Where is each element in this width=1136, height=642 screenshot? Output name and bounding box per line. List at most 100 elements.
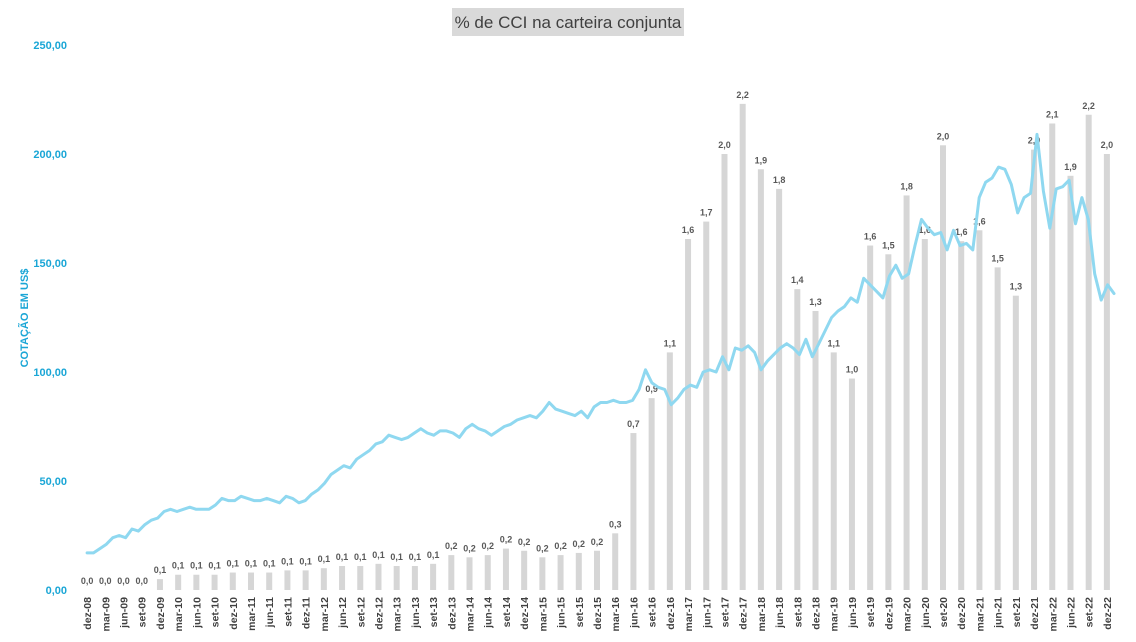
chart-title: % de CCI na carteira conjunta — [455, 13, 682, 32]
bar-data-label: 1,6 — [919, 225, 932, 235]
bar-data-label: 0,9 — [645, 384, 658, 394]
bar — [266, 572, 273, 590]
x-tick-label: dez-22 — [1102, 597, 1114, 630]
bar — [921, 239, 928, 590]
bar — [557, 555, 564, 590]
bar — [339, 566, 346, 590]
bar — [175, 574, 182, 590]
x-tick-label: jun-12 — [337, 597, 349, 629]
x-tick-label: jun-10 — [191, 597, 203, 629]
x-tick-label: jun-16 — [628, 597, 640, 629]
bar-data-label: 0,1 — [409, 552, 422, 562]
bar-data-label: 0,2 — [573, 539, 586, 549]
bar-data-label: 0,2 — [500, 535, 513, 545]
x-tick-label: mar-12 — [319, 597, 331, 632]
x-tick-label: jun-18 — [774, 597, 786, 629]
x-tick-label: mar-11 — [246, 597, 258, 631]
x-tick-label: dez-15 — [592, 597, 604, 630]
bar-data-label: 0,2 — [536, 543, 549, 553]
bar-data-label: 0,2 — [591, 537, 604, 547]
bar — [229, 572, 236, 590]
bar-data-label: 1,5 — [882, 240, 895, 250]
x-tick-label: mar-21 — [974, 597, 986, 632]
bar-data-label: 0,2 — [481, 541, 494, 551]
x-tick-label: set-18 — [792, 597, 804, 628]
bar — [721, 154, 728, 590]
bar-data-label: 1,6 — [682, 225, 695, 235]
x-tick-label: dez-21 — [1029, 597, 1041, 630]
bar — [1031, 149, 1038, 590]
bar — [885, 254, 892, 590]
y-tick-label: 0,00 — [46, 585, 67, 597]
x-tick-label: dez-13 — [446, 597, 458, 630]
bar — [193, 574, 200, 590]
x-tick-label: dez-12 — [373, 597, 385, 630]
bar-data-label: 1,8 — [900, 181, 913, 191]
bar-data-label: 0,1 — [190, 561, 203, 571]
bar — [248, 572, 254, 590]
x-tick-label: mar-10 — [173, 597, 185, 632]
x-tick-label: set-19 — [865, 597, 877, 628]
x-tick-label: set-17 — [719, 597, 731, 628]
x-tick-label: mar-13 — [392, 597, 404, 632]
x-tick-label: set-10 — [210, 597, 222, 628]
bar — [940, 145, 946, 590]
x-tick-label: mar-14 — [465, 597, 477, 632]
x-tick-label: dez-20 — [956, 597, 968, 630]
bar — [1085, 114, 1092, 590]
x-tick-label: dez-08 — [82, 597, 94, 630]
bar-data-label: 2,0 — [1028, 136, 1041, 146]
bar — [630, 433, 637, 590]
x-tick-label: jun-15 — [556, 597, 568, 629]
bar-data-label: 0,3 — [609, 519, 622, 529]
bar-data-label: 1,1 — [827, 338, 840, 348]
x-tick-label: set-14 — [501, 597, 513, 628]
bar-data-label: 2,1 — [1046, 109, 1059, 119]
x-tick-label: mar-17 — [683, 597, 695, 632]
bar-series — [156, 103, 1110, 591]
bar — [539, 557, 546, 590]
bar — [612, 533, 619, 590]
bar-data-label: 0,1 — [299, 556, 312, 566]
bar-data-label: 1,8 — [773, 175, 786, 185]
y-axis-label: COTAÇÃO EM US$ — [18, 269, 31, 368]
x-tick-label: set-15 — [574, 597, 586, 628]
bar — [284, 570, 291, 590]
bar — [703, 221, 710, 590]
x-tick-label: set-12 — [355, 597, 367, 628]
bar — [430, 563, 437, 590]
bar-data-label: 0,1 — [263, 559, 276, 569]
bar — [375, 563, 382, 590]
bar — [466, 557, 473, 590]
x-tick-label: mar-15 — [537, 597, 549, 632]
bar-data-label: 0,2 — [463, 543, 476, 553]
x-tick-label: set-16 — [647, 597, 659, 628]
bar — [211, 574, 218, 590]
x-tick-label: set-20 — [938, 597, 950, 628]
bar-data-label: 1,4 — [791, 275, 804, 285]
bar — [812, 310, 819, 590]
bar-data-label: 1,6 — [864, 232, 877, 242]
bar-data-label: 0,1 — [208, 561, 221, 571]
y-tick-label: 200,00 — [33, 149, 67, 161]
bar-data-label: 2,0 — [1101, 140, 1114, 150]
bar-data-label: 0,0 — [117, 576, 130, 586]
bar-data-label: 0,1 — [227, 559, 240, 569]
x-tick-label: set-13 — [428, 597, 440, 628]
x-tick-label: mar-16 — [610, 597, 622, 632]
bar — [830, 352, 837, 590]
x-tick-label: set-11 — [282, 597, 294, 627]
bar — [156, 579, 163, 590]
bar — [794, 289, 801, 590]
x-tick-label: set-22 — [1084, 597, 1096, 628]
bar — [302, 570, 309, 590]
bar-data-label: 1,9 — [755, 155, 768, 165]
y-tick-label: 150,00 — [33, 258, 67, 270]
bar — [594, 550, 600, 590]
x-tick-label: mar-18 — [756, 597, 768, 632]
bar-data-label: 0,1 — [427, 550, 440, 560]
bar-data-label: 2,0 — [718, 140, 731, 150]
x-tick-label: dez-18 — [811, 597, 823, 630]
x-tick-label: mar-22 — [1047, 597, 1059, 632]
